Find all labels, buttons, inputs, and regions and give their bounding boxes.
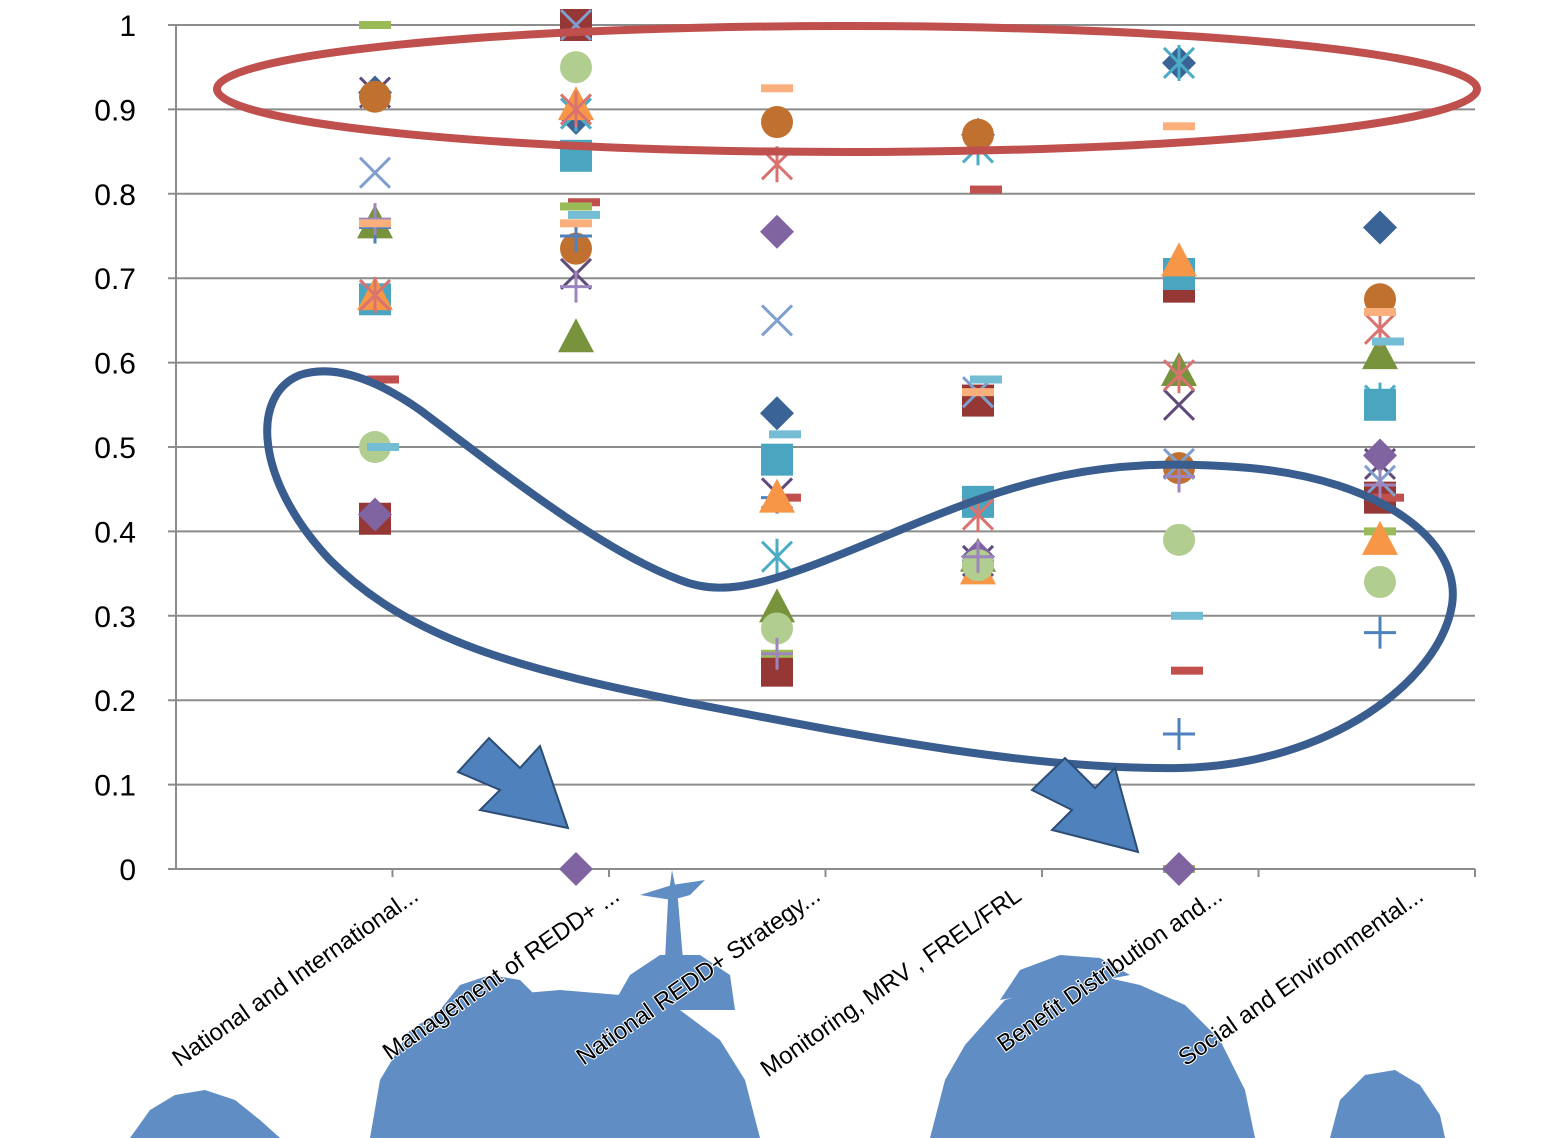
data-point — [760, 214, 794, 249]
data-point — [1363, 210, 1397, 245]
data-point — [560, 202, 592, 211]
data-point — [1362, 520, 1398, 555]
annotation-blue-loop — [263, 367, 1457, 773]
data-point — [761, 637, 793, 670]
annotation-red-ellipse — [213, 22, 1481, 156]
annotation-arrow-left — [456, 736, 570, 830]
data-point — [359, 80, 391, 113]
data-point — [1372, 337, 1404, 346]
data-point — [1171, 666, 1203, 675]
data-point — [1162, 357, 1196, 394]
data-point — [1163, 717, 1195, 750]
annotation-arrow-right — [1030, 756, 1140, 854]
y-tick-label: 0.7 — [94, 263, 136, 296]
data-point — [1364, 388, 1396, 421]
x-axis: National and International...Management … — [167, 868, 1476, 1084]
data-point — [1171, 611, 1203, 620]
data-point — [358, 156, 392, 189]
data-point — [1364, 283, 1396, 316]
y-tick-label: 0.8 — [94, 179, 136, 212]
data-point — [759, 588, 795, 623]
data-point — [1162, 44, 1196, 81]
data-point — [760, 538, 794, 575]
data-point — [358, 277, 392, 314]
y-tick-label: 0.1 — [94, 770, 136, 803]
data-point — [560, 270, 592, 303]
data-point — [761, 106, 793, 139]
data-point — [962, 540, 994, 573]
data-point — [559, 91, 593, 128]
data-point — [367, 375, 399, 384]
data-point — [761, 612, 793, 645]
data-point — [1364, 468, 1396, 501]
data-point — [1163, 122, 1195, 131]
data-point — [970, 185, 1002, 194]
y-tick-label: 0.6 — [94, 348, 136, 381]
data-point — [1163, 523, 1195, 556]
data-point — [962, 118, 994, 151]
y-axis: 0 0.1 0.2 0.3 0.4 0.5 0.6 0.7 0.8 0.9 1 — [94, 10, 177, 887]
data-point — [760, 304, 794, 337]
data-point — [1364, 566, 1396, 599]
data-point — [359, 203, 391, 236]
data-point — [559, 852, 593, 886]
data-point — [1161, 242, 1197, 277]
data-point — [1372, 493, 1404, 502]
data-point — [1362, 335, 1398, 370]
data-point — [769, 430, 801, 439]
data-point — [1162, 852, 1196, 886]
data-point — [367, 443, 399, 451]
data-point — [761, 443, 793, 476]
data-point — [558, 318, 594, 353]
data-point — [560, 219, 592, 228]
y-tick-label: 0 — [119, 854, 136, 887]
tree-silhouette-decoration — [130, 870, 1445, 1138]
data-point — [970, 375, 1002, 384]
data-point — [1162, 388, 1196, 421]
data-point — [1363, 438, 1397, 473]
data-point — [1364, 616, 1396, 649]
y-tick-label: 0.3 — [94, 601, 136, 634]
data-point — [760, 396, 794, 431]
data-point — [358, 497, 392, 532]
y-tick-label: 0.5 — [94, 432, 136, 465]
data-point — [962, 388, 994, 397]
data-point — [560, 51, 592, 84]
y-tick-label: 0.9 — [94, 94, 136, 127]
data-point — [761, 84, 793, 93]
data-point — [759, 478, 795, 513]
y-tick-label: 1 — [119, 10, 136, 43]
data-point — [359, 21, 391, 29]
y-tick-label: 0.2 — [94, 685, 136, 718]
data-point — [568, 198, 600, 207]
data-point — [568, 210, 600, 219]
data-point — [1364, 307, 1396, 316]
y-tick-label: 0.4 — [94, 516, 136, 549]
data-point — [359, 219, 391, 228]
